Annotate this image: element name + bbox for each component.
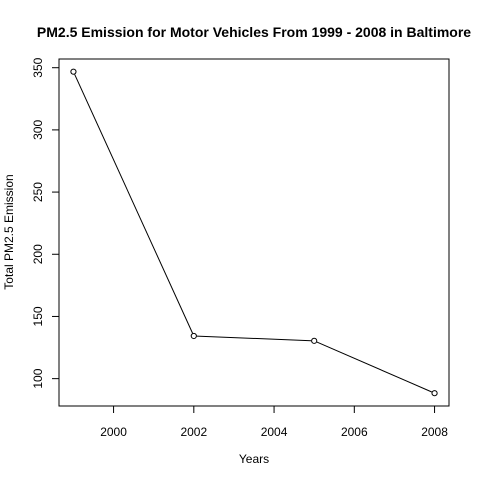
x-tick-label: 2000 bbox=[100, 425, 127, 439]
data-point bbox=[70, 68, 77, 75]
data-point bbox=[190, 332, 197, 340]
data-point bbox=[311, 337, 318, 344]
series-line-segment bbox=[196, 335, 312, 342]
series-layer bbox=[70, 68, 438, 397]
series-line-segment bbox=[74, 74, 194, 334]
y-tick-label: 200 bbox=[31, 244, 45, 264]
y-tick-label: 150 bbox=[31, 306, 45, 326]
series-line-segment bbox=[316, 341, 433, 393]
y-axis: 100 150 200 250 300 350 bbox=[31, 57, 60, 389]
chart-title: PM2.5 Emission for Motor Vehicles From 1… bbox=[37, 24, 471, 40]
x-tick-label: 2008 bbox=[421, 425, 448, 439]
y-tick-label: 100 bbox=[31, 368, 45, 388]
data-point bbox=[431, 390, 438, 397]
y-tick-label: 250 bbox=[31, 182, 45, 202]
y-tick-label: 350 bbox=[31, 57, 45, 77]
x-tick-label: 2006 bbox=[341, 425, 368, 439]
x-tick-label: 2004 bbox=[261, 425, 288, 439]
y-axis-title: Total PM2.5 Emission bbox=[2, 174, 16, 289]
x-tick-label: 2002 bbox=[180, 425, 207, 439]
x-axis: 2000 2002 2004 2006 2008 bbox=[100, 405, 448, 439]
x-axis-title: Years bbox=[239, 452, 269, 466]
y-tick-label: 300 bbox=[31, 120, 45, 140]
